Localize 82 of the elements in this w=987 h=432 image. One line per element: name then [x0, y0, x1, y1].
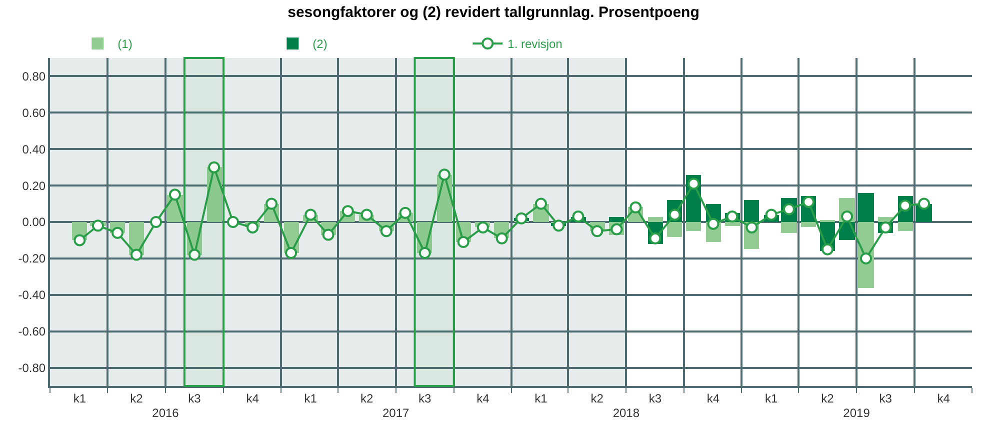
x-tick-label: k1 — [304, 391, 318, 406]
x2-tick-label: 2017 — [382, 406, 410, 420]
point — [534, 198, 547, 210]
x-tick-label: k2 — [821, 391, 834, 406]
point — [765, 208, 778, 221]
x-tick-label: k1 — [534, 391, 548, 406]
point — [246, 221, 259, 234]
bar — [686, 222, 701, 231]
point — [860, 252, 872, 264]
point — [821, 243, 834, 256]
point — [150, 216, 162, 228]
x2-tick-label: 2016 — [152, 406, 180, 420]
x-tick-label: k4 — [937, 391, 950, 406]
y-tick-label: 0.80 — [22, 69, 46, 84]
point — [188, 248, 201, 261]
point — [802, 196, 815, 208]
x-tick-label: k3 — [879, 391, 892, 406]
point — [476, 221, 489, 234]
bar — [609, 217, 624, 222]
point — [552, 220, 565, 232]
point — [130, 248, 142, 261]
x-tick-label: k3 — [648, 391, 662, 406]
y-tick-label: 0.60 — [22, 106, 46, 120]
y-tick-label: -0.20 — [18, 252, 46, 266]
point — [285, 246, 298, 259]
x-tick-label: k4 — [706, 391, 720, 406]
point — [74, 234, 86, 246]
point — [304, 208, 317, 221]
point — [515, 212, 528, 224]
point — [208, 161, 220, 174]
point — [918, 198, 930, 210]
point — [746, 221, 758, 234]
x2-tick-label: 2018 — [612, 406, 640, 420]
y-tick-label: -0.40 — [18, 288, 46, 302]
point — [112, 226, 124, 239]
point — [707, 218, 720, 230]
point — [342, 205, 354, 218]
y-tick-label: 0.40 — [22, 142, 46, 156]
y-tick-label: 0.20 — [22, 178, 46, 193]
point — [438, 168, 450, 181]
x-tick-label: k2 — [360, 391, 374, 406]
legend-label: 1. revisjon — [508, 37, 562, 52]
point — [630, 201, 642, 214]
point — [266, 198, 278, 210]
point — [841, 210, 854, 223]
point — [726, 210, 738, 223]
y-tick-label: -0.60 — [18, 324, 46, 339]
legend-label: (1) — [118, 37, 132, 52]
y-tick-label: -0.80 — [18, 360, 46, 375]
bar — [744, 200, 759, 222]
point — [399, 206, 412, 219]
point — [418, 246, 431, 259]
x2-tick-label: 2019 — [843, 406, 870, 420]
point — [688, 178, 700, 190]
x-tick-label: k2 — [590, 391, 604, 406]
bar — [781, 222, 797, 233]
point — [572, 210, 584, 223]
chart-title: sesongfaktorer og (2) revidert tallgrunnlag. Prosentpoeng — [288, 4, 700, 21]
point — [496, 232, 508, 244]
x-tick-label: k3 — [418, 391, 432, 406]
x-tick-label: k3 — [188, 391, 202, 406]
legend-label: (2) — [312, 37, 328, 52]
bar — [667, 222, 682, 237]
x-tick-label: k2 — [130, 391, 144, 406]
bar — [858, 193, 874, 222]
point — [380, 225, 392, 238]
x-tick-label: k1 — [73, 391, 86, 406]
bar — [725, 222, 740, 226]
x-tick-label: k4 — [476, 391, 490, 406]
point — [322, 228, 334, 241]
point — [92, 220, 104, 232]
x-tick-label: k1 — [764, 391, 778, 406]
point — [457, 236, 470, 248]
point — [227, 216, 240, 228]
point — [168, 188, 181, 201]
y-tick-label: 0.00 — [22, 215, 46, 230]
x-tick-label: k4 — [246, 391, 260, 406]
point — [360, 208, 373, 221]
bar — [801, 222, 816, 227]
point — [591, 225, 604, 238]
bar — [648, 217, 663, 222]
bar — [898, 222, 913, 231]
